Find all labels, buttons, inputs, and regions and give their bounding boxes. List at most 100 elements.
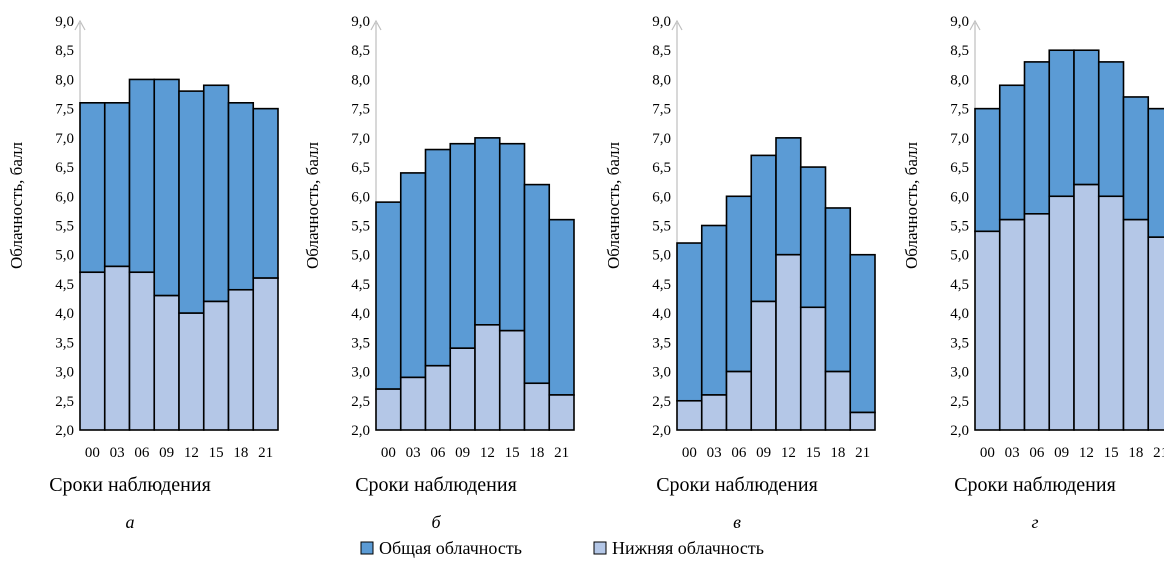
panel-label: в <box>733 512 741 532</box>
bar-lower-03 <box>998 218 1026 431</box>
bar-total-09 <box>153 78 180 297</box>
panel-label: а <box>126 512 135 532</box>
y-axis-arrow <box>370 19 382 31</box>
bar-total-00 <box>375 201 402 390</box>
x-tick-label: 06 <box>134 445 150 461</box>
y-tick-label: 3,0 <box>652 365 671 381</box>
y-tick-label: 3,0 <box>351 365 370 381</box>
y-tick-label: 3,5 <box>652 335 671 351</box>
x-tick-label: 09 <box>756 445 771 461</box>
y-tick-label: 6,0 <box>950 189 969 205</box>
y-tick-label: 8,5 <box>652 43 671 59</box>
bar-total-03 <box>399 172 427 379</box>
bar-total-15 <box>202 84 230 303</box>
bar-total-15 <box>498 142 526 332</box>
x-tick-label: 21 <box>1153 445 1164 461</box>
x-axis-title: Сроки наблюдения <box>656 474 818 496</box>
bar-lower-21 <box>849 411 876 431</box>
y-tick-label: 7,5 <box>351 102 370 118</box>
bar-lower-09 <box>750 300 777 431</box>
y-tick-label: 8,5 <box>351 43 370 59</box>
bar-lower-06 <box>1023 213 1051 431</box>
bar-total-15 <box>1097 61 1125 198</box>
bar-lower-18 <box>1122 218 1150 431</box>
bar-total-09 <box>449 142 476 349</box>
bar-total-15 <box>799 166 827 309</box>
x-tick-label: 09 <box>1054 445 1069 461</box>
bar-total-09 <box>1048 49 1075 198</box>
bar-total-21 <box>548 218 575 396</box>
y-tick-label: 6,0 <box>652 189 671 205</box>
y-tick-label: 5,0 <box>950 248 969 264</box>
x-tick-label: 03 <box>707 445 722 461</box>
y-tick-label: 4,5 <box>55 277 74 293</box>
y-tick-label: 4,5 <box>652 277 671 293</box>
bar-total-03 <box>700 224 728 396</box>
x-tick-label: 18 <box>529 445 544 461</box>
bar-lower-12 <box>474 324 501 431</box>
x-tick-label: 09 <box>159 445 174 461</box>
bar-total-00 <box>974 107 1001 233</box>
x-tick-label: 18 <box>233 445 248 461</box>
bar-lower-15 <box>202 300 230 431</box>
x-tick-label: 21 <box>855 445 870 461</box>
y-tick-label: 4,0 <box>55 306 74 322</box>
y-axis-title: Облачность, балл <box>604 142 623 269</box>
bar-total-06 <box>424 148 452 367</box>
y-tick-label: 4,5 <box>351 277 370 293</box>
y-tick-label: 8,5 <box>950 43 969 59</box>
y-tick-label: 7,5 <box>950 102 969 118</box>
y-axis-title: Облачность, балл <box>7 142 26 269</box>
bar-lower-06 <box>725 370 753 431</box>
legend-label-lower: Нижняя облачность <box>612 538 764 558</box>
y-tick-label: 8,0 <box>55 72 74 88</box>
bar-lower-18 <box>523 382 551 431</box>
y-tick-label: 2,0 <box>652 423 671 439</box>
bar-total-03 <box>998 84 1026 221</box>
y-tick-label: 6,5 <box>55 160 74 176</box>
y-tick-label: 6,5 <box>652 160 671 176</box>
y-tick-label: 3,0 <box>950 365 969 381</box>
y-tick-label: 7,0 <box>652 131 671 147</box>
y-tick-label: 4,5 <box>950 277 969 293</box>
bar-total-12 <box>775 137 802 256</box>
y-tick-label: 7,0 <box>55 131 74 147</box>
bar-lower-06 <box>128 271 156 431</box>
x-tick-label: 00 <box>682 445 697 461</box>
x-tick-label: 15 <box>1104 445 1119 461</box>
y-tick-label: 9,0 <box>55 14 74 30</box>
bar-lower-21 <box>548 394 575 431</box>
bar-lower-03 <box>103 265 131 431</box>
x-tick-label: 00 <box>980 445 995 461</box>
y-tick-label: 8,0 <box>950 72 969 88</box>
x-tick-label: 21 <box>258 445 273 461</box>
bar-total-12 <box>178 90 205 314</box>
y-axis-title: Облачность, балл <box>303 142 322 269</box>
y-tick-label: 4,0 <box>652 306 671 322</box>
bar-lower-00 <box>676 399 703 431</box>
bar-total-18 <box>523 183 551 385</box>
y-tick-label: 2,0 <box>351 423 370 439</box>
legend: Общая облачность Нижняя облачность <box>360 538 764 558</box>
x-tick-label: 12 <box>184 445 199 461</box>
x-tick-label: 12 <box>480 445 495 461</box>
y-axis-arrow <box>671 19 683 31</box>
bar-total-09 <box>750 154 777 303</box>
bar-total-12 <box>1073 49 1100 186</box>
x-tick-label: 00 <box>381 445 396 461</box>
y-tick-label: 2,5 <box>55 394 74 410</box>
bar-lower-15 <box>799 306 827 431</box>
legend-label-total: Общая облачность <box>379 538 522 558</box>
bar-lower-00 <box>375 388 402 431</box>
bar-lower-15 <box>498 329 526 431</box>
bar-lower-00 <box>79 271 106 431</box>
bar-total-00 <box>79 102 106 274</box>
y-axis-title: Облачность, балл <box>902 142 921 269</box>
y-tick-label: 7,5 <box>652 102 671 118</box>
y-tick-label: 5,0 <box>55 248 74 264</box>
x-axis-title: Сроки наблюдения <box>954 474 1116 496</box>
y-tick-label: 2,5 <box>652 394 671 410</box>
x-tick-label: 15 <box>209 445 224 461</box>
bar-total-03 <box>103 102 131 268</box>
